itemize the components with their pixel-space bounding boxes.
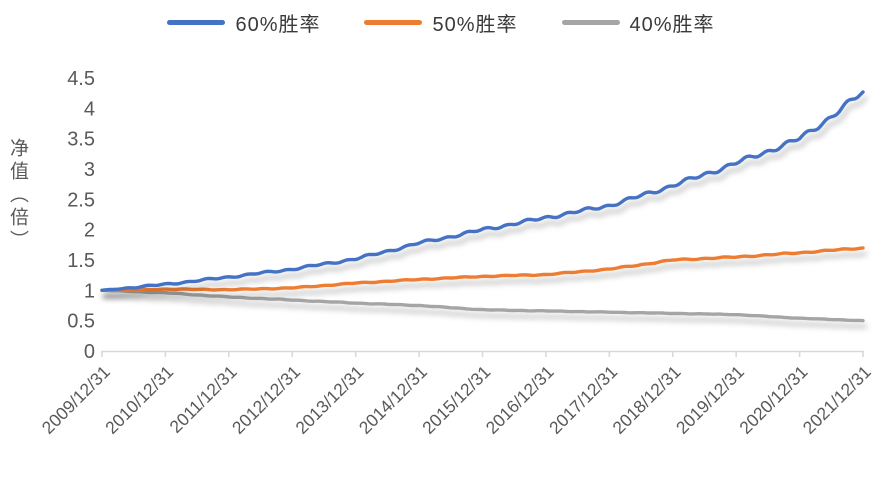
legend-item: 50%胜率 [364,8,517,37]
legend-label: 60%胜率 [235,14,321,36]
legend-line-swatch [167,20,226,25]
legend-item: 60%胜率 [167,8,320,37]
x-axis-tick-label: 2013/12/31 [291,362,367,438]
y-axis-tick-label: 0 [84,341,95,363]
y-axis-tick-label: 4 [84,98,95,120]
y-axis-tick-label: 4.5 [67,68,95,90]
y-axis-tick-label: 1.5 [67,250,95,272]
legend-line-swatch [561,20,620,25]
legend-line-swatch [364,20,423,25]
y-axis-tick-label: 3.5 [67,129,95,151]
x-axis-tick-label: 2014/12/31 [355,362,431,438]
x-axis-tick-label: 2018/12/31 [608,362,684,438]
chart-legend: 60%胜率 50%胜率 40%胜率 [0,8,882,37]
x-axis-tick-label: 2016/12/31 [482,362,558,438]
y-axis-tick-label: 2.5 [67,189,95,211]
y-axis-tick-label: 3 [84,159,95,181]
legend-label: 40%胜率 [629,14,715,36]
x-axis-tick-label: 2020/12/31 [735,362,811,438]
y-axis-tick-label: 2 [84,220,95,242]
x-axis-tick-label: 2012/12/31 [228,362,304,438]
y-axis-tick-label: 1 [84,280,95,302]
series-line-40%胜率 [100,288,865,323]
y-axis-tick-label: 0.5 [67,311,95,333]
x-axis-tick-label: 2017/12/31 [545,362,621,438]
y-axis-title: 净值（倍） [7,138,28,253]
legend-item: 40%胜率 [561,8,715,37]
x-axis-tick-label: 2019/12/31 [672,362,748,438]
legend-label: 50%胜率 [432,14,518,36]
x-axis-tick-label: 2010/12/31 [101,362,177,438]
x-axis-tick-label: 2021/12/31 [799,362,875,438]
series-line-60%胜率 [100,90,865,292]
x-axis-tick-label: 2015/12/31 [418,362,494,438]
series-line-50%胜率 [100,246,865,292]
x-axis-tick-label: 2009/12/31 [38,362,114,438]
